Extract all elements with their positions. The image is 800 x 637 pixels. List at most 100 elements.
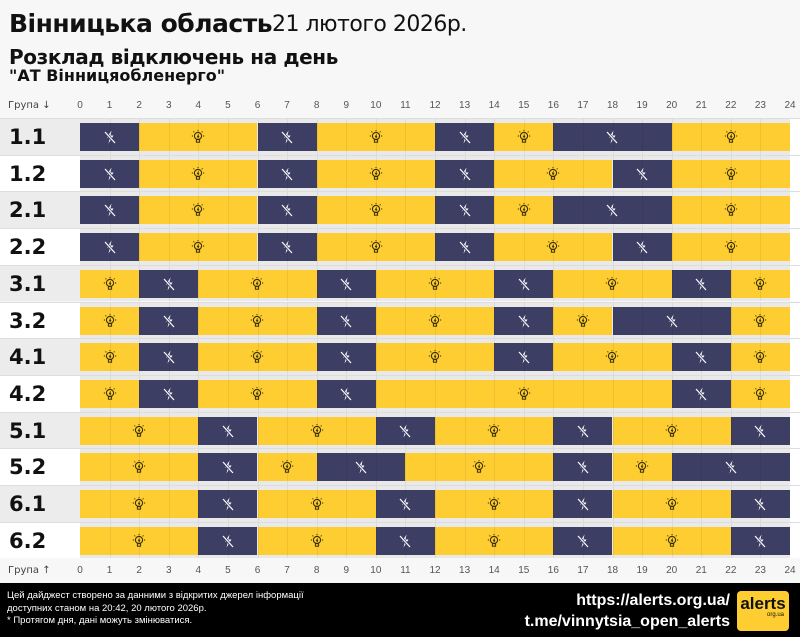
power-off-icon xyxy=(576,460,589,475)
hour-tick: 19 xyxy=(636,100,648,111)
hour-gridline xyxy=(168,229,170,265)
hour-gridline xyxy=(405,375,407,412)
hour-gridline xyxy=(139,302,141,339)
hour-gridline xyxy=(227,486,229,522)
power-off-segment xyxy=(316,306,376,335)
hour-gridline xyxy=(316,339,318,375)
hour-gridline xyxy=(553,265,555,302)
lightbulb-icon xyxy=(517,386,530,400)
hour-gridline xyxy=(257,486,259,522)
hour-gridline xyxy=(168,412,170,449)
website-link[interactable]: https://alerts.org.ua/ xyxy=(576,592,730,609)
hour-gridline xyxy=(760,449,762,485)
hour-gridline xyxy=(671,486,673,522)
hour-gridline xyxy=(612,155,614,192)
hour-gridline xyxy=(316,119,318,155)
hour-gridline xyxy=(701,265,703,302)
power-on-segment xyxy=(671,196,790,225)
hour-gridline xyxy=(760,412,762,449)
power-off-icon xyxy=(162,277,175,291)
hour-gridline xyxy=(346,449,348,485)
lightbulb-icon xyxy=(487,533,501,547)
hour-gridline xyxy=(405,119,407,155)
group-row-2.1: 2.1 xyxy=(0,191,800,229)
footer-note-line: доступних станом на 20:42, 20 лютого 202… xyxy=(7,602,207,614)
lightbulb-icon xyxy=(487,423,501,437)
hour-gridline xyxy=(198,302,200,339)
hour-gridline xyxy=(109,375,111,412)
hour-gridline xyxy=(227,449,229,485)
hour-gridline xyxy=(553,192,555,229)
hour-gridline xyxy=(760,265,762,302)
lightbulb-icon xyxy=(103,350,116,363)
hour-gridline xyxy=(287,229,289,265)
lightbulb-icon xyxy=(754,313,767,327)
hour-tick: 11 xyxy=(400,565,411,576)
hour-gridline xyxy=(257,265,259,302)
hour-gridline xyxy=(435,229,436,265)
lightbulb-icon xyxy=(192,240,205,253)
lightbulb-icon xyxy=(665,497,678,510)
hour-gridline xyxy=(435,449,436,485)
power-off-icon xyxy=(340,387,353,401)
power-on-segment xyxy=(494,159,613,188)
hour-gridline xyxy=(464,302,466,339)
power-off-segment xyxy=(316,379,376,408)
hour-gridline xyxy=(257,192,259,229)
footer-links: https://alerts.org.ua/ t.me/vinnytsia_op… xyxy=(525,590,730,632)
power-on-segment xyxy=(671,123,790,151)
power-on-segment xyxy=(730,379,790,408)
power-off-segment xyxy=(257,123,317,151)
hour-tick: 10 xyxy=(370,565,382,576)
group-label-bottom: Група ↑ xyxy=(8,565,51,576)
hour-gridline xyxy=(168,119,170,155)
hour-gridline xyxy=(257,302,259,339)
hour-gridline xyxy=(287,119,289,155)
lightbulb-icon xyxy=(547,166,560,180)
power-off-icon xyxy=(724,460,737,475)
group-timeline xyxy=(80,449,790,485)
power-on-segment xyxy=(435,490,554,518)
power-off-icon xyxy=(162,350,175,365)
hour-gridline xyxy=(227,229,229,265)
power-off-segment xyxy=(494,306,554,335)
power-on-segment xyxy=(671,233,790,262)
hour-gridline xyxy=(523,119,525,155)
hour-gridline xyxy=(494,155,496,192)
hour-gridline xyxy=(523,229,525,265)
power-off-icon xyxy=(162,314,175,328)
power-off-segment xyxy=(375,416,435,445)
group-timeline xyxy=(80,229,790,265)
hour-gridline xyxy=(227,155,229,192)
power-on-segment xyxy=(257,526,376,555)
hour-gridline xyxy=(287,412,289,449)
hour-tick: 24 xyxy=(784,565,796,576)
hour-tick: 12 xyxy=(429,565,441,576)
power-off-icon xyxy=(754,424,767,438)
group-row-2.2: 2.2 xyxy=(0,228,800,265)
footer: Цей дайджест створено за данними з відкр… xyxy=(0,583,800,637)
hour-gridline xyxy=(375,119,377,155)
hour-tick: 16 xyxy=(547,100,559,111)
power-off-segment xyxy=(435,233,495,262)
power-off-segment xyxy=(257,233,317,262)
power-on-segment xyxy=(80,379,140,408)
hour-gridline xyxy=(168,339,170,375)
hour-gridline xyxy=(464,192,466,229)
hour-gridline xyxy=(523,339,525,375)
hour-gridline xyxy=(642,302,644,339)
power-off-icon xyxy=(458,130,471,144)
hour-gridline xyxy=(701,375,703,412)
lightbulb-icon xyxy=(665,533,678,547)
hour-gridline xyxy=(198,522,200,559)
telegram-link[interactable]: t.me/vinnytsia_open_alerts xyxy=(524,613,730,630)
power-off-icon xyxy=(281,203,294,218)
hour-gridline xyxy=(642,412,644,449)
hour-gridline xyxy=(464,486,466,522)
power-off-icon xyxy=(162,387,175,401)
hour-gridline xyxy=(730,192,732,229)
hour-gridline xyxy=(435,192,436,229)
power-on-segment xyxy=(257,416,376,445)
group-label: 6.2 xyxy=(9,528,47,553)
power-on-segment xyxy=(198,269,317,298)
